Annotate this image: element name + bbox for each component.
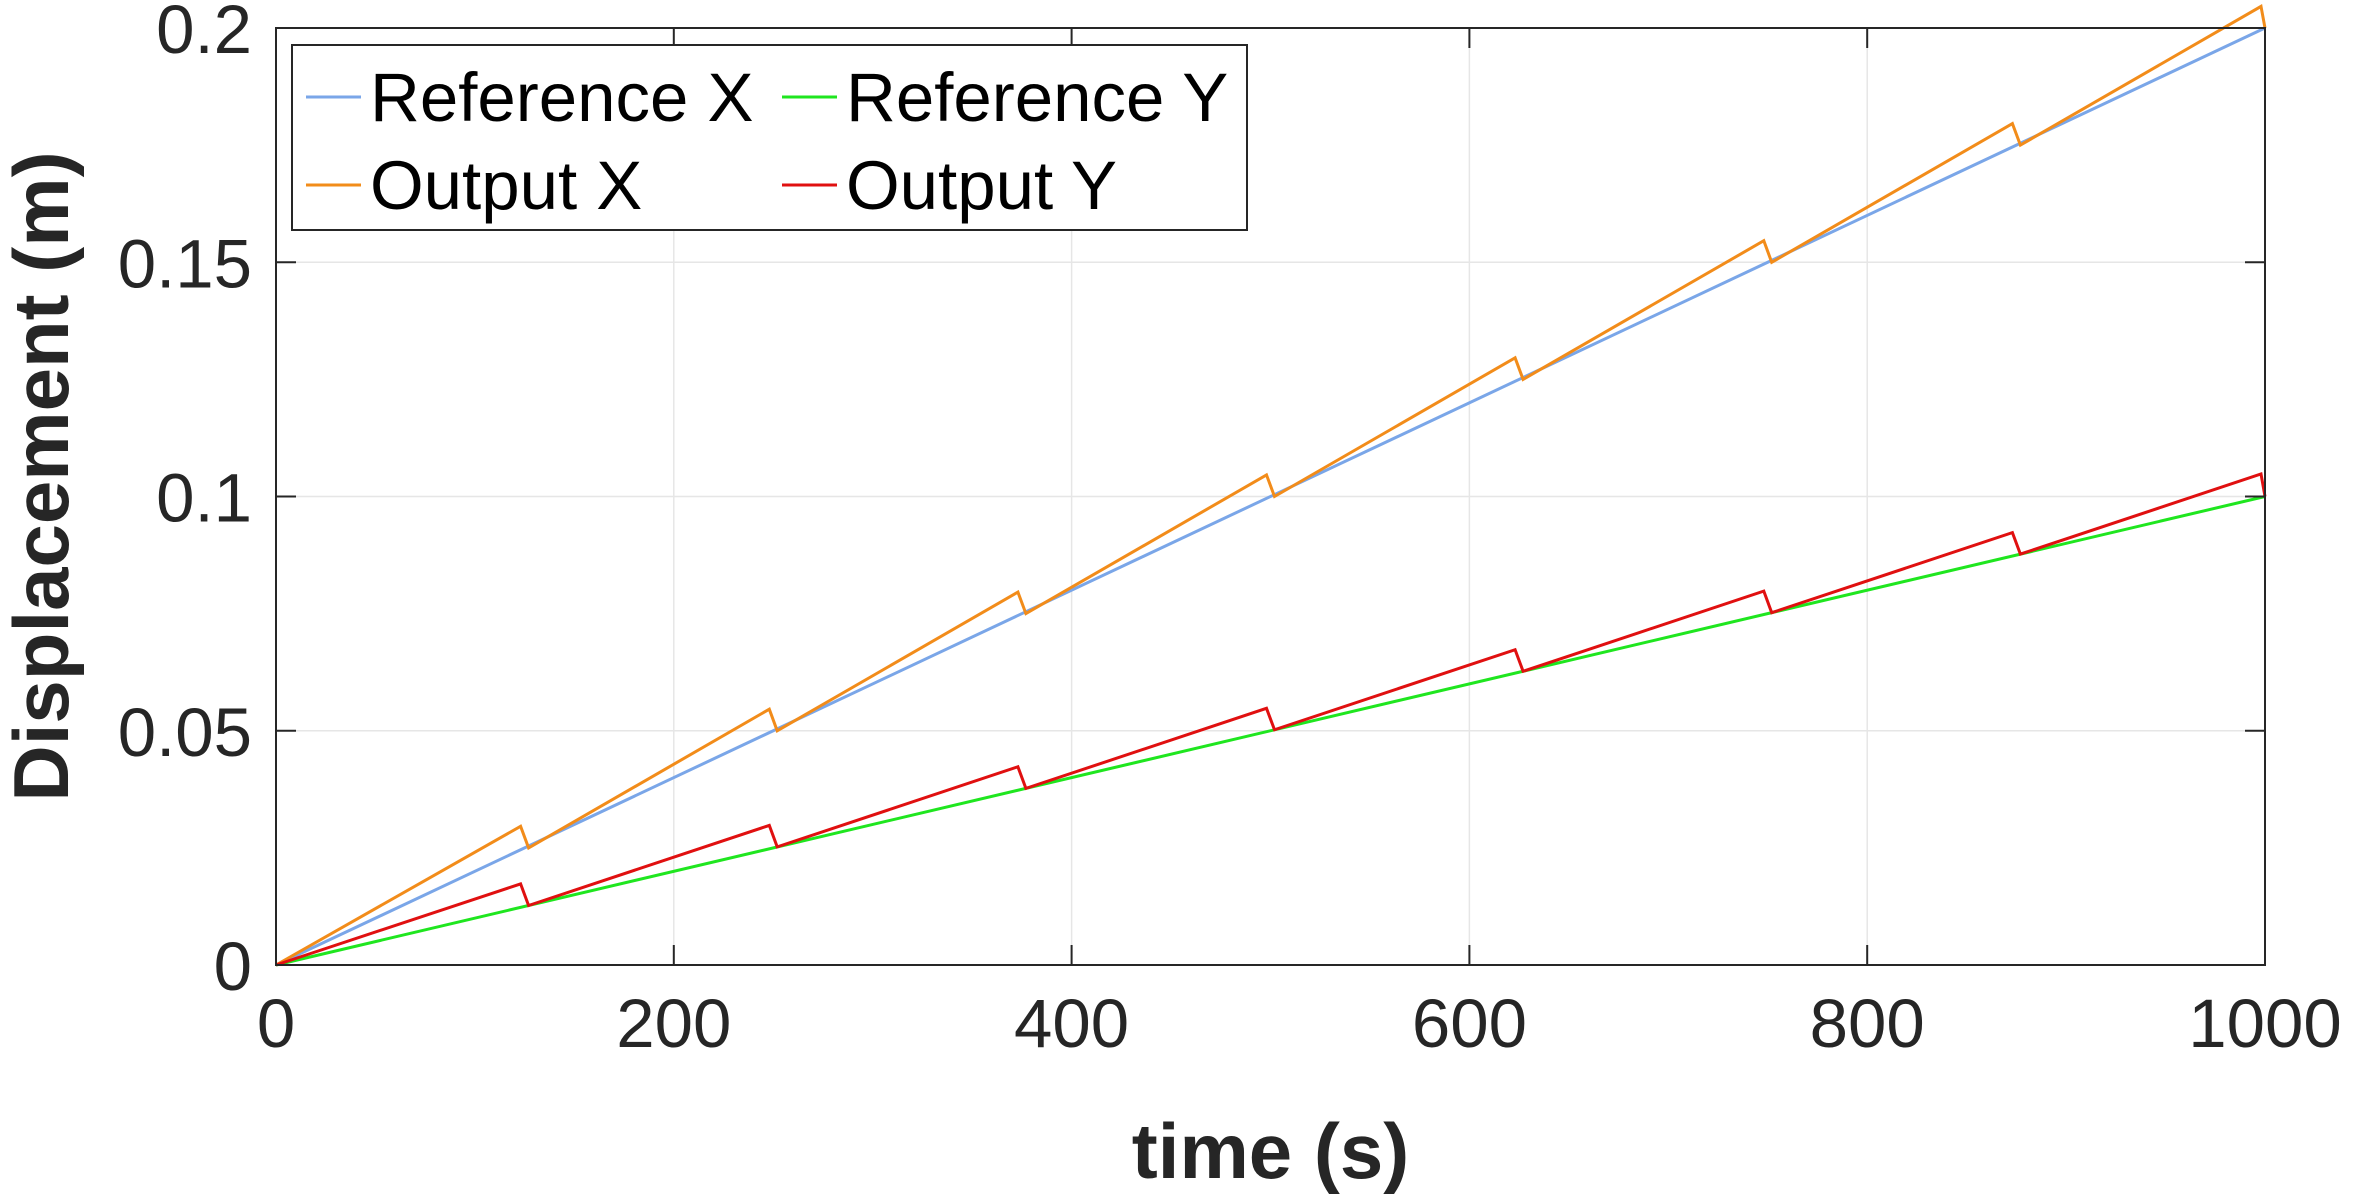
tick-marks xyxy=(275,27,2266,966)
x-tick-label: 200 xyxy=(616,985,731,1062)
y-tick-label: 0.15 xyxy=(118,225,252,302)
y-tick-label: 0.1 xyxy=(156,460,252,537)
legend-label-reference-x: Reference X xyxy=(370,59,754,136)
x-tick-labels: 0 200 400 600 800 1000 xyxy=(257,985,2342,1062)
legend-box xyxy=(291,44,1248,231)
x-tick-label: 400 xyxy=(1014,985,1129,1062)
x-tick-label: 1000 xyxy=(2188,985,2342,1062)
legend-label-output-y: Output Y xyxy=(846,147,1117,224)
series-line-reference-x xyxy=(275,26,2266,967)
x-tick-label: 800 xyxy=(1810,985,1925,1062)
series-line-output-x xyxy=(275,4,2267,967)
y-axis-title: Displacement (m) xyxy=(0,151,85,801)
series-line-output-y xyxy=(275,472,2267,967)
x-axis-title: time (s) xyxy=(1132,1107,1409,1194)
x-tick-label: 600 xyxy=(1412,985,1527,1062)
y-tick-label: 0.2 xyxy=(156,0,252,68)
legend-label-output-x: Output X xyxy=(370,147,642,224)
y-tick-labels: 0 0.05 0.1 0.15 0.2 xyxy=(118,0,252,1005)
x-tick-label: 0 xyxy=(257,985,295,1062)
series-line-reference-y xyxy=(275,495,2266,967)
y-tick-label: 0 xyxy=(214,928,252,1005)
y-tick-label: 0.05 xyxy=(118,694,252,771)
legend: Reference X Reference Y Output X Output Y xyxy=(291,44,1248,231)
series-lines xyxy=(275,4,2267,967)
legend-label-reference-y: Reference Y xyxy=(846,59,1228,136)
